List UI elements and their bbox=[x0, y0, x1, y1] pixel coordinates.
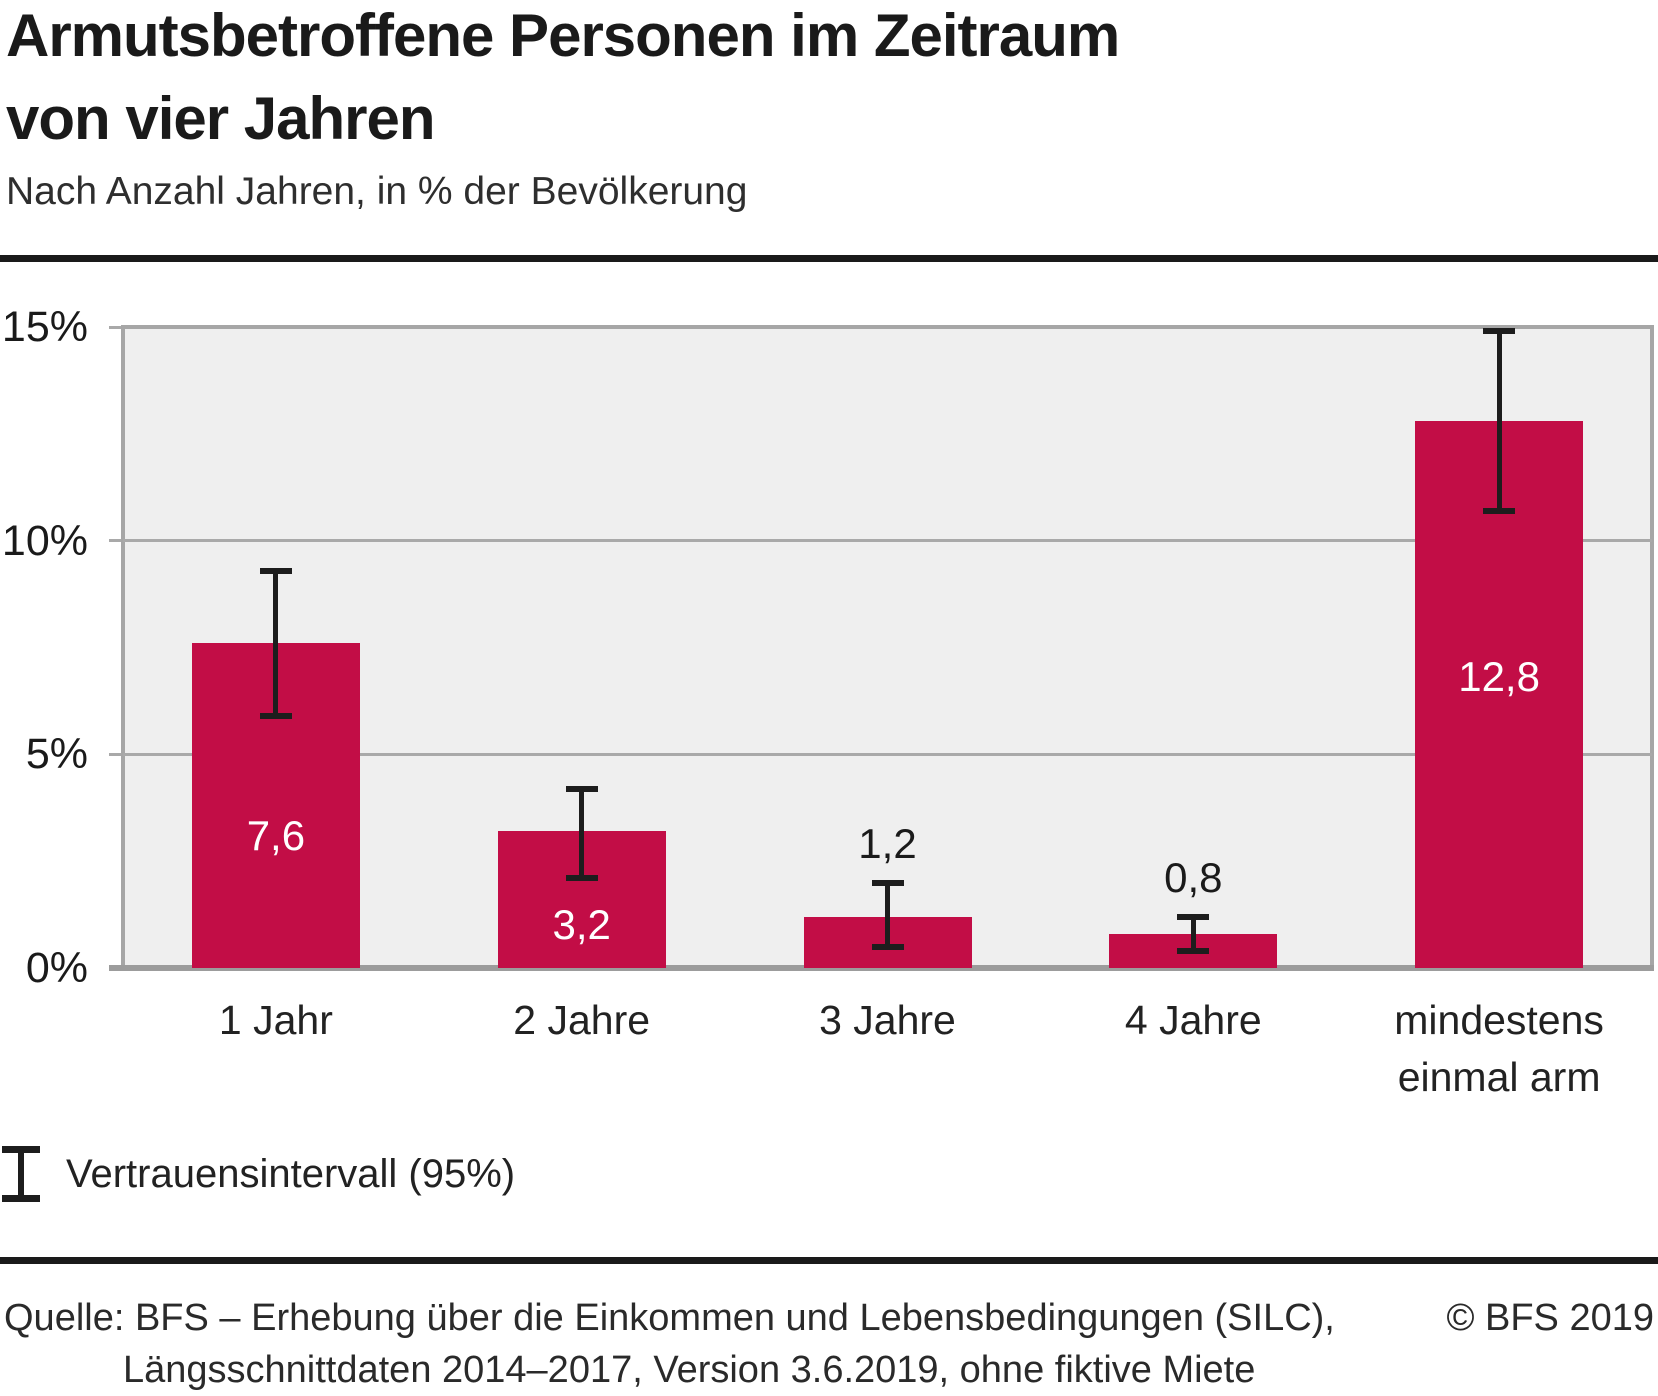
error-bar-line bbox=[1190, 916, 1196, 951]
gridline bbox=[123, 539, 1652, 543]
y-tick-label: 15% bbox=[1, 303, 88, 351]
copyright: © BFS 2019 bbox=[1446, 1297, 1654, 1339]
page-title-line1: Armutsbetroffene Personen im Zeitraum bbox=[6, 2, 1120, 69]
legend: Vertrauensintervall (95%) bbox=[2, 1145, 515, 1203]
error-bar-line bbox=[1496, 331, 1502, 511]
error-bar-cap-top bbox=[1483, 328, 1516, 335]
plot-border-top bbox=[121, 325, 1654, 329]
bar-value-label: 3,2 bbox=[552, 901, 611, 949]
error-bar-cap-top bbox=[1177, 913, 1210, 920]
error-bar-cap-top bbox=[259, 567, 292, 574]
error-bar-cap-bottom bbox=[259, 712, 292, 719]
y-tick-label: 5% bbox=[25, 730, 88, 779]
legend-label: Vertrauensintervall (95%) bbox=[66, 1151, 516, 1196]
x-axis-line bbox=[109, 965, 1654, 971]
y-axis: 0% 5% 10% 15% bbox=[0, 303, 88, 992]
y-tick-label: 0% bbox=[25, 944, 88, 992]
axis-tick bbox=[109, 539, 121, 543]
error-bar-cap-top bbox=[871, 879, 904, 886]
bar-value-label: 0,8 bbox=[1164, 854, 1223, 902]
error-bar-cap-top bbox=[565, 785, 598, 792]
y-tick-label: 10% bbox=[1, 516, 88, 565]
plot-border-left bbox=[121, 325, 125, 971]
bar-value-label: 7,6 bbox=[246, 811, 306, 859]
axis-tick bbox=[109, 325, 121, 329]
footer-divider bbox=[0, 1257, 1658, 1264]
x-tick-label: 1 Jahr bbox=[218, 997, 333, 1043]
gridline bbox=[123, 752, 1652, 756]
x-tick-label: 4 Jahre bbox=[1124, 997, 1262, 1043]
x-axis: 1 Jahr 2 Jahre 3 Jahre 4 Jahre mindestens ei… bbox=[123, 992, 1652, 1122]
error-bar-cap-bottom bbox=[1177, 947, 1210, 954]
plot-border-right bbox=[1650, 325, 1654, 971]
error-bar-line bbox=[273, 570, 279, 716]
error-bar-cap-bottom bbox=[871, 943, 904, 950]
error-bar-cap-bottom bbox=[1483, 507, 1516, 514]
x-tick-label: mindestens einmal arm bbox=[1394, 997, 1604, 1100]
axis-tick bbox=[109, 752, 121, 756]
error-bar-line bbox=[885, 882, 890, 947]
error-bar-cap-bottom bbox=[565, 875, 598, 882]
bar-value-label: 12,8 bbox=[1458, 653, 1540, 701]
plot-area: 7,6 3,2 1,2 0,8 12,8 bbox=[109, 325, 1654, 971]
error-bar-icon bbox=[2, 1146, 40, 1202]
page-title: Armutsbetroffene Personen im Zeitraum von… bbox=[6, 0, 1120, 160]
page-title-line2: von vier Jahren bbox=[6, 85, 436, 152]
bar-value-label: 1,2 bbox=[858, 820, 917, 868]
page-subtitle: Nach Anzahl Jahren, in % der Bevölkerung bbox=[6, 170, 748, 213]
header-divider bbox=[0, 255, 1658, 262]
source-text-line2: Längsschnittdaten 2014–2017, Version 3.6… bbox=[123, 1349, 1256, 1391]
x-tick-label: 2 Jahre bbox=[513, 997, 651, 1043]
source-text-line1: Quelle: BFS – Erhebung über die Einkomme… bbox=[4, 1297, 1335, 1339]
source-note: Quelle: BFS – Erhebung über die Einkomme… bbox=[4, 1292, 1654, 1396]
x-tick-label: 3 Jahre bbox=[819, 997, 956, 1043]
error-bar-line bbox=[579, 788, 585, 879]
